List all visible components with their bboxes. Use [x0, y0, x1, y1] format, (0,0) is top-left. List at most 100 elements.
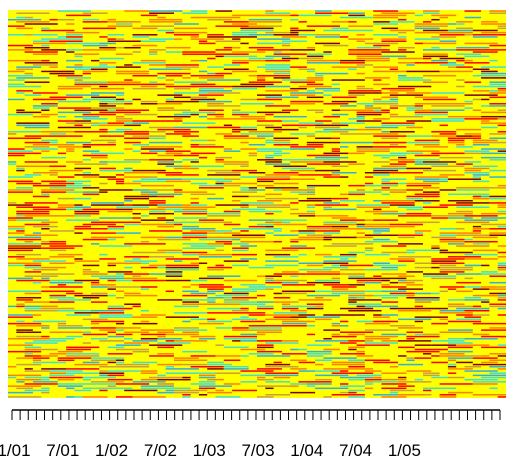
heatmap-cell	[315, 279, 340, 282]
heatmap-cell	[281, 159, 307, 161]
heatmap-cell	[232, 327, 249, 329]
heatmap-cell	[373, 118, 390, 120]
heatmap-cell	[257, 385, 291, 387]
heatmap-cell	[315, 12, 349, 14]
heatmap-cell	[257, 396, 266, 398]
heatmap-cell	[165, 165, 183, 168]
heatmap-cell	[456, 53, 482, 55]
heatmap-cell	[364, 219, 374, 221]
heatmap-cell	[265, 10, 274, 12]
heatmap-cell	[8, 133, 17, 135]
heatmap-cell	[198, 184, 224, 187]
heatmap-cell	[331, 100, 357, 103]
heatmap-cell	[381, 387, 407, 390]
heatmap-cell	[364, 148, 390, 150]
heatmap-cell	[157, 204, 183, 206]
heatmap-cell	[124, 277, 158, 280]
heatmap-cell	[82, 187, 100, 189]
heatmap-cell	[306, 191, 316, 193]
heatmap-cell	[115, 396, 133, 398]
heatmap-cell	[8, 74, 33, 77]
heatmap-cell	[348, 391, 357, 394]
heatmap-cell	[232, 340, 241, 342]
heatmap-cell	[16, 299, 33, 301]
heatmap-cell	[107, 38, 116, 40]
heatmap-cell	[74, 115, 100, 118]
heatmap-cell	[306, 281, 340, 284]
heatmap-cell	[182, 53, 216, 55]
heatmap-cell	[423, 98, 457, 101]
heatmap-cell	[331, 197, 349, 200]
heatmap-cell	[182, 350, 208, 353]
heatmap-cell	[149, 68, 183, 71]
heatmap-cell	[356, 113, 382, 116]
heatmap-cell	[481, 77, 506, 79]
heatmap-cell	[315, 120, 332, 122]
heatmap-cell	[414, 348, 448, 351]
heatmap-cell	[140, 337, 158, 340]
heatmap-cell	[49, 240, 67, 243]
heatmap-cell	[331, 394, 365, 396]
heatmap-cell	[290, 240, 299, 243]
heatmap-cell	[41, 247, 75, 249]
heatmap-cell	[140, 40, 166, 43]
heatmap-cell	[82, 273, 108, 275]
heatmap-cell	[124, 337, 133, 340]
heatmap-cell	[132, 122, 150, 124]
heatmap-cell	[348, 152, 365, 155]
heatmap-cell	[232, 113, 249, 116]
heatmap-cell	[115, 115, 125, 118]
heatmap-cell	[107, 385, 116, 387]
heatmap-cell	[99, 374, 108, 377]
heatmap-cell	[423, 353, 432, 355]
heatmap-cell	[481, 21, 498, 23]
heatmap-cell	[298, 299, 332, 301]
heatmap-cell	[364, 337, 390, 340]
heatmap-cell	[240, 284, 266, 286]
heatmap-cell	[174, 27, 208, 30]
heatmap-cell	[248, 266, 274, 269]
heatmap-cell	[439, 353, 465, 355]
heatmap-cell	[431, 105, 465, 107]
x-axis	[11, 409, 501, 420]
heatmap-cell	[431, 292, 440, 295]
heatmap-cell	[124, 182, 141, 185]
heatmap-cell	[281, 79, 307, 81]
heatmap-cell	[389, 98, 399, 101]
heatmap-cell	[414, 96, 448, 99]
heatmap-cell	[373, 14, 407, 17]
heatmap-cell	[207, 92, 241, 94]
heatmap-cell	[140, 309, 150, 312]
heatmap-cell	[456, 314, 473, 316]
heatmap-cell	[248, 225, 266, 228]
heatmap-cell	[306, 83, 324, 86]
heatmap-cell	[165, 389, 174, 392]
heatmap-cell	[340, 200, 365, 202]
heatmap-cell	[340, 391, 349, 394]
heatmap-cell	[24, 141, 50, 144]
heatmap-cell	[464, 169, 482, 172]
heatmap-cell	[273, 53, 307, 55]
heatmap-cell	[66, 191, 75, 193]
heatmap-cell	[265, 70, 291, 73]
heatmap-cell	[198, 322, 224, 325]
heatmap-cell	[447, 217, 473, 219]
heatmap-cell	[423, 389, 432, 392]
heatmap-cell	[298, 193, 316, 196]
x-tick-label: 7/01	[46, 441, 79, 460]
heatmap-cell	[140, 215, 150, 217]
heatmap-cell	[41, 143, 75, 146]
heatmap-cell	[306, 135, 316, 137]
heatmap-cell	[248, 187, 257, 189]
heatmap-cell	[82, 264, 100, 267]
heatmap-cell	[232, 111, 257, 114]
heatmap-cell	[232, 318, 257, 321]
heatmap-cell	[223, 243, 233, 245]
heatmap-cell	[472, 394, 506, 396]
heatmap-cell	[240, 27, 274, 30]
heatmap-cell	[265, 161, 282, 163]
heatmap-cell	[207, 126, 241, 129]
heatmap-cell	[91, 327, 116, 329]
heatmap-cell	[447, 212, 473, 215]
heatmap-cell	[198, 85, 233, 88]
